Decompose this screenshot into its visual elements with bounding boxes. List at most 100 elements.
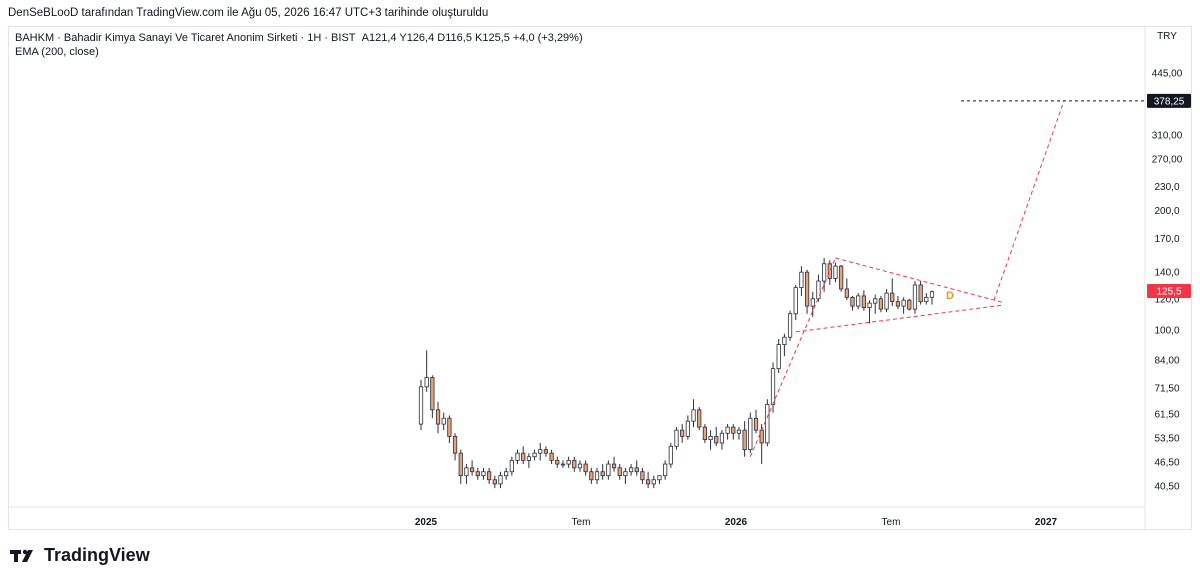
candle-body[interactable] <box>890 292 895 303</box>
candle-body[interactable] <box>918 284 923 303</box>
candle-body[interactable] <box>435 409 441 425</box>
candle-body[interactable] <box>572 459 577 469</box>
candle-body[interactable] <box>753 417 759 431</box>
candle-body[interactable] <box>532 452 537 458</box>
candle-body[interactable] <box>663 463 668 477</box>
candle-body[interactable] <box>577 463 583 469</box>
candle-body[interactable] <box>543 449 549 454</box>
triangle-lower-line[interactable] <box>795 304 1003 333</box>
candle-body[interactable] <box>646 479 651 485</box>
candle-body[interactable] <box>640 471 645 481</box>
indicator-ema-label[interactable]: EMA (200, close) <box>15 46 99 58</box>
candle-body[interactable] <box>799 271 804 289</box>
candle-body[interactable] <box>924 296 929 303</box>
breakout-leg-line[interactable] <box>749 257 836 457</box>
candle-body[interactable] <box>759 429 764 444</box>
candle-body[interactable] <box>521 452 526 461</box>
candle-body[interactable] <box>714 436 719 444</box>
candle-body[interactable] <box>589 471 594 481</box>
candle-body[interactable] <box>901 299 906 307</box>
target-projection-line[interactable] <box>993 100 1065 301</box>
candle-body[interactable] <box>765 404 770 444</box>
candle-body[interactable] <box>861 295 866 308</box>
candle-body[interactable] <box>481 471 486 477</box>
candle-body[interactable] <box>725 426 730 434</box>
candle-body[interactable] <box>691 409 696 422</box>
candle-body[interactable] <box>742 429 747 451</box>
candle-body[interactable] <box>702 426 707 441</box>
candle-body[interactable] <box>441 417 446 425</box>
candle-body[interactable] <box>878 298 884 310</box>
candle-body[interactable] <box>736 429 742 434</box>
candle-body[interactable] <box>850 296 855 307</box>
candle-body[interactable] <box>504 471 509 477</box>
candle-body[interactable] <box>628 467 634 473</box>
candle-body[interactable] <box>787 313 793 338</box>
candle-body[interactable] <box>776 344 781 370</box>
candle-body[interactable] <box>816 280 821 300</box>
candle-body[interactable] <box>600 471 605 477</box>
candle-body[interactable] <box>912 284 918 310</box>
candle-body[interactable] <box>929 291 935 298</box>
price-chart[interactable]: TRY 445,00 310,00 270,00 230,0 200,0 170,0 140,… <box>9 27 1192 530</box>
candle-body[interactable] <box>498 475 503 485</box>
candle-body[interactable] <box>770 368 776 405</box>
candle-body[interactable] <box>731 426 736 434</box>
candle-body[interactable] <box>867 302 872 308</box>
candle-body[interactable] <box>839 265 844 290</box>
candle-body[interactable] <box>424 377 429 388</box>
candle-body[interactable] <box>623 471 628 477</box>
candle-body[interactable] <box>469 467 475 473</box>
candle-body[interactable] <box>560 463 566 466</box>
candle-body[interactable] <box>634 467 639 473</box>
candle-body[interactable] <box>844 288 849 298</box>
symbol-info[interactable]: BAHKM · Bahadir Kimya Sanayi Ve Ticaret … <box>15 32 356 44</box>
candle-body[interactable] <box>487 471 492 481</box>
candle-body[interactable] <box>685 420 690 437</box>
candle-body[interactable] <box>873 298 878 304</box>
candle-body[interactable] <box>657 475 662 481</box>
candle-body[interactable] <box>526 456 531 461</box>
candle-body[interactable] <box>418 386 424 425</box>
currency-label[interactable]: TRY <box>1157 31 1177 42</box>
candle-body[interactable] <box>617 467 622 477</box>
candle-body[interactable] <box>748 417 753 451</box>
candle-body[interactable] <box>822 263 827 282</box>
candle-body[interactable] <box>668 445 673 465</box>
candle-body[interactable] <box>447 417 452 437</box>
candle-body[interactable] <box>475 471 480 477</box>
chart-pane[interactable]: TRY 445,00 310,00 270,00 230,0 200,0 170,0 140,… <box>8 26 1192 530</box>
tradingview-logo[interactable]: TradingView <box>10 545 150 566</box>
candle-body[interactable] <box>458 452 463 477</box>
candle-body[interactable] <box>827 263 832 279</box>
candle-body[interactable] <box>782 336 787 345</box>
candle-body[interactable] <box>833 265 838 279</box>
candle-body[interactable] <box>606 463 611 477</box>
candle-body[interactable] <box>810 298 815 307</box>
candle-body[interactable] <box>793 287 798 315</box>
candle-body[interactable] <box>492 479 497 485</box>
candle-body[interactable] <box>907 299 912 310</box>
candle-body[interactable] <box>651 479 656 485</box>
candle-body[interactable] <box>566 459 571 465</box>
triangle-upper-line[interactable] <box>835 257 1003 303</box>
candle-body[interactable] <box>452 436 458 454</box>
candle-body[interactable] <box>697 409 702 428</box>
candle-body[interactable] <box>611 463 617 469</box>
candle-body[interactable] <box>509 459 514 473</box>
candle-body[interactable] <box>583 463 588 473</box>
candle-body[interactable] <box>884 292 889 310</box>
candle-body[interactable] <box>856 295 861 307</box>
candle-body[interactable] <box>515 452 520 461</box>
candle-body[interactable] <box>674 429 679 447</box>
candle-body[interactable] <box>680 429 685 437</box>
candle-body[interactable] <box>719 432 725 444</box>
candle-body[interactable] <box>594 471 600 481</box>
candle-body[interactable] <box>895 301 901 307</box>
candle-body[interactable] <box>804 271 810 307</box>
candle-body[interactable] <box>430 377 435 411</box>
candle-body[interactable] <box>464 467 469 477</box>
candle-body[interactable] <box>708 436 713 441</box>
candle-body[interactable] <box>555 459 560 465</box>
candle-body[interactable] <box>538 449 543 454</box>
